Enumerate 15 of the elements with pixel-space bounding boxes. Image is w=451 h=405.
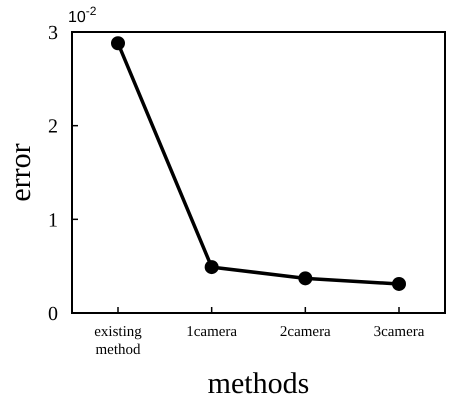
y-axis-title: error xyxy=(4,143,37,202)
point xyxy=(204,260,219,274)
y-tick-label: 0 xyxy=(48,303,58,325)
point xyxy=(298,271,312,286)
point xyxy=(392,276,406,291)
x-tick-label: 3camera xyxy=(374,324,425,340)
x-tick-label: 1camera xyxy=(186,324,238,340)
point xyxy=(111,36,125,50)
y-tick-label: 1 xyxy=(48,209,58,232)
x-tick-label: 2camera xyxy=(280,324,332,340)
y-tick-label: 3 xyxy=(48,22,58,44)
text: 10$^{-2}$ xyxy=(68,4,97,26)
x-tick-label: existing method xyxy=(94,324,142,358)
x-axis-title: methods xyxy=(208,367,310,400)
y-tick-label: 2 xyxy=(48,116,58,138)
